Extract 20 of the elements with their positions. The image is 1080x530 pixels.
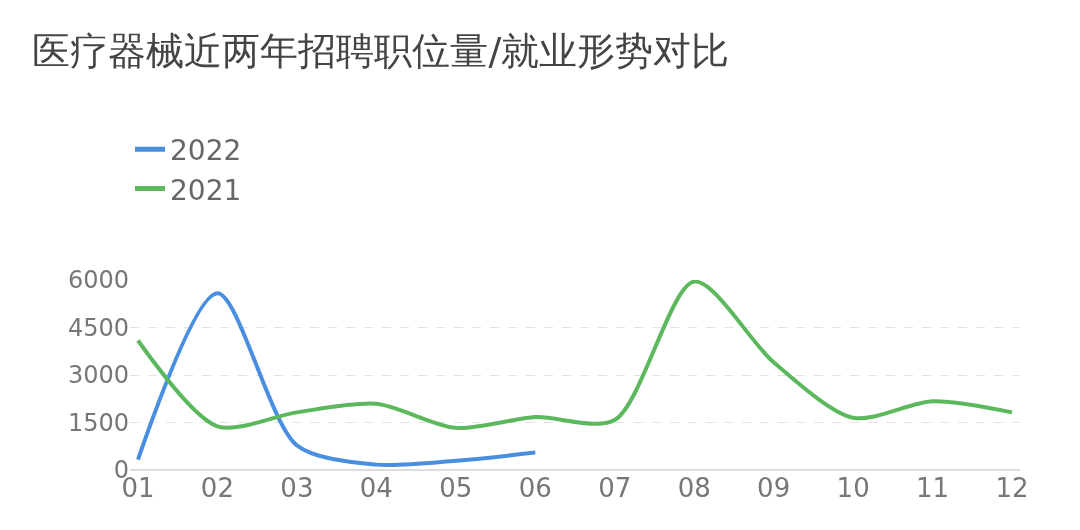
y-tick-label: 1500: [67, 408, 129, 437]
x-tick-label: 07: [598, 473, 632, 503]
y-tick-label: 3000: [67, 361, 129, 390]
x-tick-label: 06: [518, 473, 552, 503]
x-tick-label: 11: [916, 473, 950, 503]
x-tick-label: 12: [995, 473, 1029, 503]
line-series: [135, 291, 538, 468]
line-series: [135, 280, 1015, 431]
x-tick-label: 10: [836, 473, 870, 503]
x-tick-label: 03: [280, 473, 314, 503]
x-tick-label: 05: [439, 473, 473, 503]
legend-label: 2021: [170, 173, 242, 207]
x-tick-label: 08: [677, 473, 711, 503]
chart-title: 医疗器械近两年招聘职位量/就业形势对比: [32, 28, 730, 73]
legend-label: 2022: [170, 134, 242, 168]
x-tick-label: 02: [200, 473, 234, 503]
x-tick-label: 09: [757, 473, 791, 503]
y-tick-label: 4500: [67, 313, 129, 342]
x-tick-label: 04: [359, 473, 393, 503]
y-tick-label: 6000: [67, 266, 129, 295]
